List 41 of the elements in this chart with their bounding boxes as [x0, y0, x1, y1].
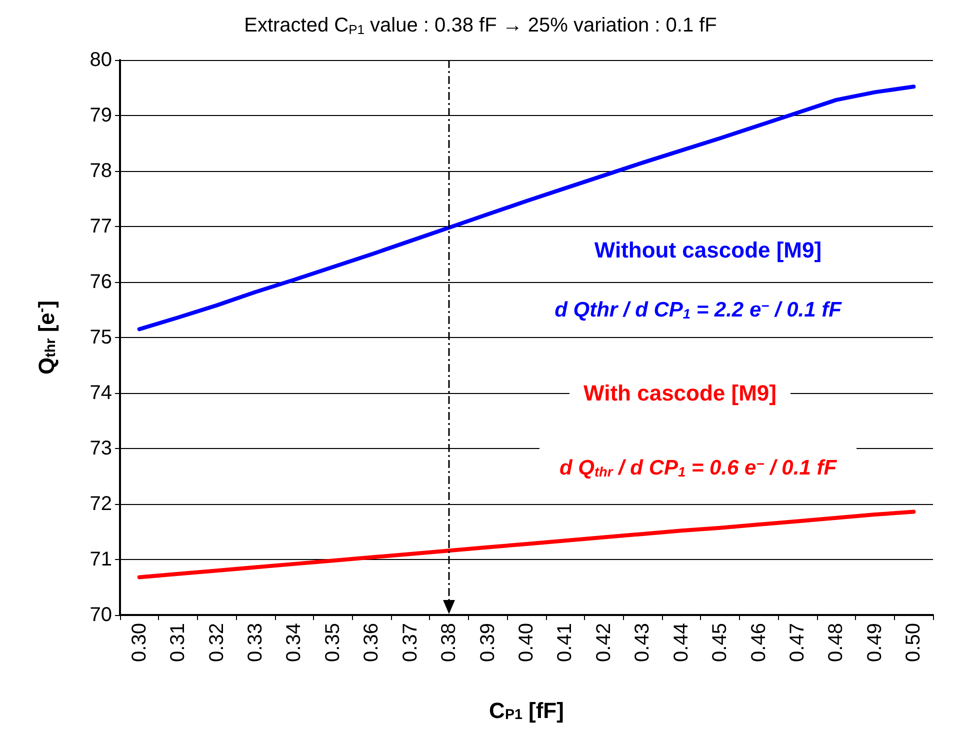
x-tick-label: 0.41 — [554, 623, 576, 662]
annotation: d Qthr / d CP1 = 2.2 e− / 0.1 fF — [554, 298, 843, 322]
text: With cascode [M9] — [584, 380, 776, 406]
x-tick-label: 0.47 — [786, 623, 808, 662]
x-tick-label: 0.38 — [438, 623, 460, 662]
text: Without cascode [M9] — [594, 238, 822, 262]
x-tick-label: 0.31 — [167, 623, 190, 662]
y-tick-label: 71 — [90, 548, 112, 570]
y-tick-label: 79 — [90, 104, 112, 126]
annotation: d Qthr / d CP1 = 0.6 e− / 0.1 fF — [559, 456, 838, 480]
y-tick-label: 72 — [90, 493, 112, 515]
y-tick-label: 78 — [90, 160, 112, 182]
y-tick-label: 70 — [90, 604, 112, 626]
x-tick-label: 0.49 — [864, 623, 886, 662]
x-tick-label: 0.45 — [709, 623, 732, 662]
x-tick-label: 0.43 — [632, 623, 654, 662]
y-tick-label: 75 — [90, 326, 112, 348]
x-tick-label: 0.42 — [592, 623, 615, 662]
chart-title: Extracted CP1 value : 0.38 fF → 25% variation : 0.1 fF — [244, 14, 717, 37]
line-series — [137, 510, 916, 580]
y-tick-label: 77 — [90, 216, 112, 238]
x-tick-label: 0.48 — [825, 623, 848, 662]
x-tick-label: 0.34 — [283, 623, 306, 662]
x-tick-label: 0.40 — [516, 623, 538, 662]
x-tick-label: 0.46 — [748, 623, 770, 662]
y-tick-label: 80 — [90, 49, 112, 71]
x-tick-label: 0.30 — [128, 623, 150, 662]
x-tick-label: 0.36 — [360, 623, 383, 662]
x-tick-label: 0.37 — [399, 623, 422, 662]
x-tick-label: 0.44 — [670, 623, 692, 662]
x-tick-label: 0.32 — [206, 623, 228, 662]
x-tick-label: 0.33 — [244, 623, 266, 662]
x-tick-label: 0.39 — [476, 623, 499, 662]
y-tick-label: 76 — [90, 271, 112, 293]
y-tick-label: 73 — [90, 438, 112, 460]
line-series — [137, 84, 916, 332]
y-tick-label: 74 — [90, 382, 112, 404]
y-axis-title: Qthr [e-] — [34, 300, 60, 374]
x-tick-label: 0.35 — [322, 623, 344, 662]
x-tick-label: 0.50 — [902, 623, 925, 662]
x-axis-title: CP1 [fF] — [489, 698, 564, 723]
